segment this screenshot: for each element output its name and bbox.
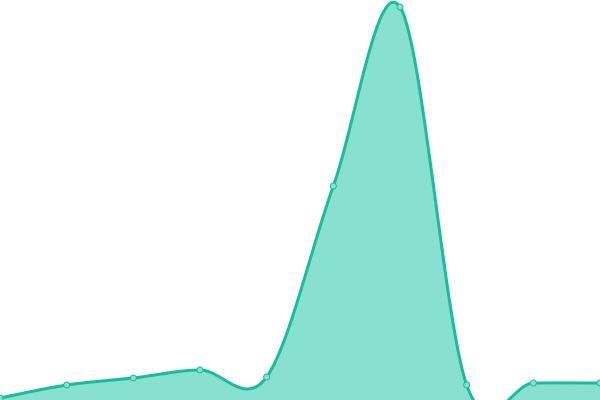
point (0, 394, 4, 400)
point (263, 373, 271, 381)
point (463, 381, 471, 389)
point (196, 366, 204, 374)
point (63, 381, 71, 389)
point (129, 374, 137, 382)
point (529, 379, 537, 387)
point (396, 3, 404, 11)
point (596, 379, 600, 387)
point (329, 182, 337, 190)
